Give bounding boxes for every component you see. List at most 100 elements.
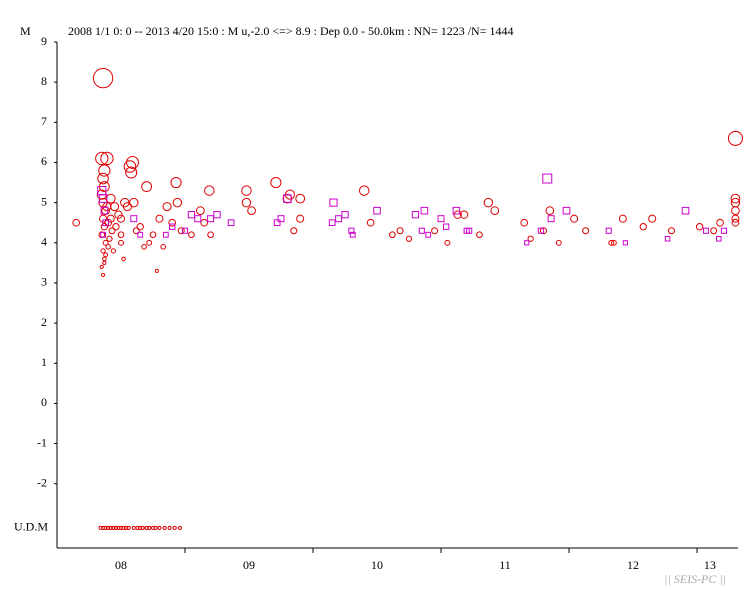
point bbox=[582, 227, 590, 235]
point bbox=[154, 268, 159, 274]
point bbox=[129, 197, 139, 208]
point bbox=[335, 215, 343, 223]
point bbox=[716, 236, 722, 242]
udm-point bbox=[98, 525, 103, 531]
udm-point bbox=[113, 525, 118, 531]
point bbox=[132, 227, 140, 235]
point bbox=[108, 227, 116, 235]
point bbox=[341, 211, 349, 219]
point bbox=[681, 206, 690, 215]
chart-title: 2008 1/1 0: 0 -- 2013 4/20 15:0 : M u,-2… bbox=[68, 24, 514, 38]
point bbox=[100, 223, 109, 231]
point bbox=[100, 206, 109, 215]
point bbox=[727, 130, 743, 146]
point bbox=[126, 156, 139, 169]
y-tick-label: 8 bbox=[41, 74, 47, 88]
udm-point bbox=[121, 525, 126, 531]
point bbox=[648, 214, 657, 223]
point bbox=[102, 260, 107, 265]
footer: || SEIS-PC || bbox=[664, 572, 726, 586]
point bbox=[169, 223, 176, 230]
point bbox=[125, 166, 138, 179]
point bbox=[277, 215, 285, 223]
point bbox=[542, 173, 553, 184]
point bbox=[453, 210, 462, 219]
point bbox=[106, 214, 115, 223]
udm-point bbox=[167, 525, 172, 531]
point bbox=[731, 218, 740, 227]
point bbox=[100, 231, 106, 238]
udm-point bbox=[153, 525, 158, 531]
x-tick-label: 12 bbox=[627, 558, 639, 572]
point bbox=[373, 206, 381, 215]
point bbox=[123, 160, 137, 173]
udm-point bbox=[140, 525, 145, 531]
point bbox=[187, 211, 196, 219]
point bbox=[695, 223, 704, 231]
point bbox=[459, 210, 469, 219]
y-tick-label: 1 bbox=[41, 355, 47, 369]
point bbox=[105, 193, 116, 204]
point bbox=[213, 211, 221, 219]
point bbox=[100, 248, 106, 254]
point bbox=[431, 227, 439, 235]
y-tick-label: 9 bbox=[41, 34, 47, 48]
point bbox=[405, 235, 413, 242]
point bbox=[295, 193, 306, 204]
udm-point bbox=[118, 525, 124, 531]
point bbox=[483, 197, 494, 208]
point bbox=[420, 206, 429, 215]
point bbox=[72, 218, 81, 227]
point bbox=[720, 227, 727, 234]
udm-point bbox=[147, 525, 152, 531]
point bbox=[149, 231, 157, 239]
point bbox=[95, 151, 109, 166]
point bbox=[547, 215, 555, 223]
point bbox=[102, 256, 107, 262]
point bbox=[545, 206, 555, 216]
point bbox=[172, 197, 183, 208]
y-tick-label: -1 bbox=[37, 435, 47, 449]
point bbox=[168, 218, 177, 227]
udm-point bbox=[106, 525, 111, 531]
point bbox=[731, 206, 740, 216]
point bbox=[207, 231, 214, 239]
point bbox=[710, 227, 718, 235]
point bbox=[102, 219, 109, 227]
x-tick-label: 08 bbox=[115, 558, 127, 572]
point bbox=[170, 176, 182, 189]
point bbox=[702, 227, 710, 234]
point bbox=[112, 223, 120, 231]
udm-point bbox=[131, 525, 136, 531]
x-tick-label: 13 bbox=[704, 558, 716, 572]
point bbox=[396, 227, 404, 235]
point bbox=[466, 227, 473, 234]
point bbox=[731, 214, 740, 223]
point bbox=[555, 239, 562, 246]
udm-point bbox=[100, 525, 106, 531]
point bbox=[141, 181, 153, 192]
udm-point bbox=[126, 525, 131, 531]
udm-point bbox=[103, 525, 108, 531]
point bbox=[562, 206, 571, 215]
y-tick-label: 4 bbox=[41, 235, 47, 249]
y-tick-label: 0 bbox=[41, 395, 47, 409]
point bbox=[177, 227, 185, 235]
point bbox=[329, 198, 338, 207]
udm-point bbox=[111, 525, 116, 531]
point bbox=[520, 218, 529, 227]
point bbox=[618, 214, 627, 223]
point bbox=[200, 218, 209, 227]
udm-label: U.D.M bbox=[14, 520, 48, 534]
y-tick-label: 6 bbox=[41, 154, 47, 168]
point bbox=[366, 218, 375, 227]
point bbox=[527, 235, 534, 242]
point bbox=[537, 227, 544, 234]
point bbox=[476, 231, 483, 239]
point bbox=[110, 202, 120, 212]
udm-point bbox=[135, 525, 140, 531]
point bbox=[188, 231, 195, 239]
point bbox=[605, 227, 612, 234]
point bbox=[227, 219, 235, 227]
